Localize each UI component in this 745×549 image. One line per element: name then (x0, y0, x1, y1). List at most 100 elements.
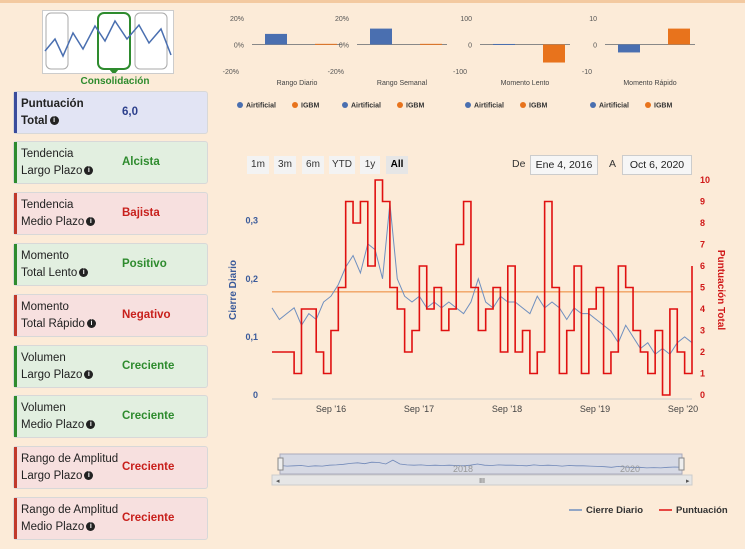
indicator-card-1: Tendencia Largo Plazo i Alcista (13, 141, 208, 184)
card-label-line2: Medio Plazo (21, 216, 85, 228)
y-tick-right: 10 (700, 175, 710, 185)
card-value: Creciente (122, 410, 175, 422)
mini-legend-marker (465, 102, 471, 108)
consolidation-label: Consolidación (80, 76, 150, 87)
info-icon[interactable]: i (84, 471, 94, 481)
y-tick-left: 0 (253, 390, 258, 400)
scroll-left-arrow: ◂ (276, 478, 280, 485)
card-label-line1: Puntuación (21, 98, 84, 110)
from-date-input[interactable]: Ene 4, 2016 (530, 155, 598, 175)
card-label-line1: Momento (21, 250, 69, 262)
range-button-3m[interactable]: 3m (274, 156, 296, 174)
indicator-card-6: Volumen Medio Plazo i Creciente (13, 395, 208, 438)
navigator-scrollbar (271, 474, 693, 486)
scroll-right-arrow: ▸ (686, 478, 690, 485)
indicator-card-2: Tendencia Medio Plazo i Bajista (13, 192, 208, 235)
navigator-label: 2020 (620, 464, 640, 474)
card-value: Creciente (122, 461, 175, 473)
y-tick-right: 8 (700, 218, 705, 228)
card-label: Tendencia Largo Plazo i (21, 146, 131, 180)
card-label-line2: Total Lento (21, 267, 78, 279)
mini-y-tick: -10 (582, 69, 592, 76)
card-value: Negativo (122, 309, 171, 321)
mini-chart-title: Rango Diario (277, 80, 318, 87)
mini-legend-marker (590, 102, 596, 108)
range-button-1y[interactable]: 1y (360, 156, 380, 174)
scrollbar-grip: III (479, 478, 485, 485)
card-label-line2: Largo Plazo (21, 369, 83, 381)
mini-y-tick: -100 (453, 69, 467, 76)
y-axis-label-left: Cierre Diario (228, 260, 239, 320)
card-value: Creciente (122, 512, 175, 524)
card-accent-bar (14, 193, 17, 234)
y-tick-right: 2 (700, 347, 705, 357)
to-date-input[interactable]: Oct 6, 2020 (622, 155, 692, 175)
y-axis-label-right: Puntuación Total (715, 250, 726, 331)
info-icon[interactable]: i (84, 166, 94, 176)
card-label: Volumen Medio Plazo i (21, 400, 131, 434)
mini-y-tick: 0 (468, 43, 472, 50)
card-accent-bar (14, 396, 17, 437)
info-icon[interactable]: i (86, 420, 96, 430)
card-accent-bar (14, 447, 17, 488)
mini-y-tick: 100 (460, 16, 472, 23)
mini-legend-label: Airtificial (599, 103, 629, 110)
y-tick-right: 9 (700, 197, 705, 207)
navigator-label: 2018 (453, 464, 473, 474)
mini-legend-label: Airtificial (474, 103, 504, 110)
range-button-all[interactable]: All (386, 156, 408, 174)
y-tick-right: 6 (700, 261, 705, 271)
mini-legend-label: Airtificial (246, 103, 276, 110)
y-tick-right: 5 (700, 283, 705, 293)
card-label: Momento Total Rápido i (21, 299, 131, 333)
card-label: Rango de Amplitud Largo Plazo i (21, 451, 131, 485)
card-label-line1: Tendencia (21, 199, 74, 211)
legend-puntuacion-label: Puntuación (676, 505, 728, 516)
navigator-handle-right (678, 457, 685, 471)
card-label-line1: Rango de Amplitud (21, 453, 119, 465)
range-button-1m[interactable]: 1m (247, 156, 269, 174)
mini-bar-airtificial (618, 44, 640, 53)
mini-chart-title: Rango Semanal (377, 80, 428, 87)
y-tick-left: 0,1 (245, 332, 258, 342)
info-icon[interactable]: i (49, 116, 59, 126)
card-accent-bar (14, 295, 17, 336)
card-label: Rango de Amplitud Medio Plazo i (21, 502, 131, 536)
mini-legend-label: IGBM (654, 103, 672, 110)
info-icon[interactable]: i (79, 268, 89, 278)
card-value: Bajista (122, 207, 160, 219)
info-icon[interactable]: i (84, 370, 94, 380)
card-label-line1: Rango de Amplitud (21, 504, 119, 516)
card-value: Alcista (122, 156, 160, 168)
card-accent-bar (14, 498, 17, 539)
x-tick: Sep '17 (404, 404, 434, 414)
info-icon[interactable]: i (86, 522, 96, 532)
mini-legend-marker (520, 102, 526, 108)
range-button-ytd[interactable]: YTD (329, 156, 355, 174)
y-tick-right: 1 (700, 369, 705, 379)
navigator-handle-left (277, 457, 284, 471)
card-label-line2: Largo Plazo (21, 165, 83, 177)
card-value: Positivo (122, 258, 167, 270)
indicator-card-5: Volumen Largo Plazo i Creciente (13, 345, 208, 388)
mini-legend-label: IGBM (301, 103, 319, 110)
range-button-6m[interactable]: 6m (302, 156, 324, 174)
mini-legend-label: IGBM (406, 103, 424, 110)
mini-legend-marker (342, 102, 348, 108)
indicator-card-0: Puntuación Total i 6,0 (13, 91, 208, 134)
mini-y-tick: -20% (328, 69, 344, 76)
card-accent-bar (14, 244, 17, 285)
mini-y-tick: 0% (339, 43, 349, 50)
mini-y-tick: 0 (593, 43, 597, 50)
card-value: Creciente (122, 360, 175, 372)
info-icon[interactable]: i (86, 319, 96, 329)
card-label-line1: Volumen (21, 402, 66, 414)
y-tick-right: 3 (700, 326, 705, 336)
x-tick: Sep '16 (316, 404, 346, 414)
mini-bar-igbm (315, 43, 337, 45)
x-tick: Sep '18 (492, 404, 522, 414)
info-icon[interactable]: i (86, 217, 96, 227)
mini-bar-airtificial (493, 43, 515, 45)
y-tick-right: 4 (700, 304, 705, 314)
mini-bar-igbm (543, 44, 565, 63)
